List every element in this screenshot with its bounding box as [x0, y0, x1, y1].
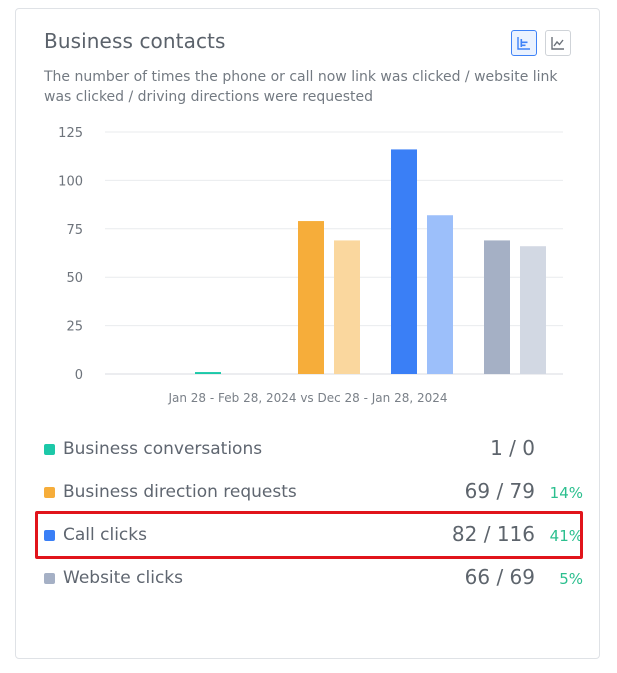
legend-percent-change: 14% [549, 484, 583, 502]
legend-value: 82 / 116 [451, 522, 535, 546]
y-tick-label: 125 [58, 126, 83, 141]
legend-label: Website clicks [63, 568, 184, 588]
legend-swatch [44, 530, 55, 541]
y-tick-label: 25 [66, 320, 83, 335]
legend-value: 1 / 0 [490, 436, 535, 460]
card-subtitle: The number of times the phone or call no… [44, 69, 558, 105]
legend-percent-change: 41% [549, 527, 583, 545]
card-title: Business contacts [44, 29, 226, 53]
legend-percent-change: 5% [559, 570, 583, 588]
call-clicks-highlight-box [35, 511, 583, 559]
bar-3-0 [484, 240, 510, 374]
legend-row: Business direction requests 69 / 79 14% [43, 479, 583, 507]
bar-1-0 [298, 221, 324, 374]
bar-chart-icon [517, 37, 530, 50]
legend-swatch [44, 444, 55, 455]
legend-swatch [44, 573, 55, 584]
legend-swatch [44, 487, 55, 498]
legend-label: Call clicks [63, 525, 147, 545]
line-chart-icon [551, 37, 564, 50]
legend-label: Business direction requests [63, 482, 297, 502]
legend-label: Business conversations [63, 439, 263, 459]
bar-0-0 [195, 372, 221, 374]
y-tick-label: 75 [66, 223, 83, 238]
line-chart-view-button[interactable] [545, 30, 571, 56]
y-tick-label: 100 [58, 174, 83, 189]
bar-chart-view-button[interactable] [511, 30, 537, 56]
bar-2-0 [391, 149, 417, 374]
legend-row: Call clicks 82 / 116 41% [43, 522, 583, 550]
legend-row: Website clicks 66 / 69 5% [43, 565, 583, 593]
x-axis-label: Jan 28 - Feb 28, 2024 vs Dec 28 - Jan 28… [167, 391, 447, 405]
legend-value: 69 / 79 [464, 479, 535, 503]
legend-value: 66 / 69 [464, 565, 535, 589]
bar-chart: 0 25 50 75 100 125 Jan 28 - Feb 28, 2024 vs De… [58, 126, 563, 405]
y-tick-label: 0 [75, 368, 83, 383]
y-tick-label: 50 [66, 271, 83, 286]
bar-2-1 [427, 215, 453, 374]
legend-row: Business conversations 1 / 0 [43, 436, 583, 464]
bar-1-1 [334, 240, 360, 374]
bar-3-1 [520, 246, 546, 374]
